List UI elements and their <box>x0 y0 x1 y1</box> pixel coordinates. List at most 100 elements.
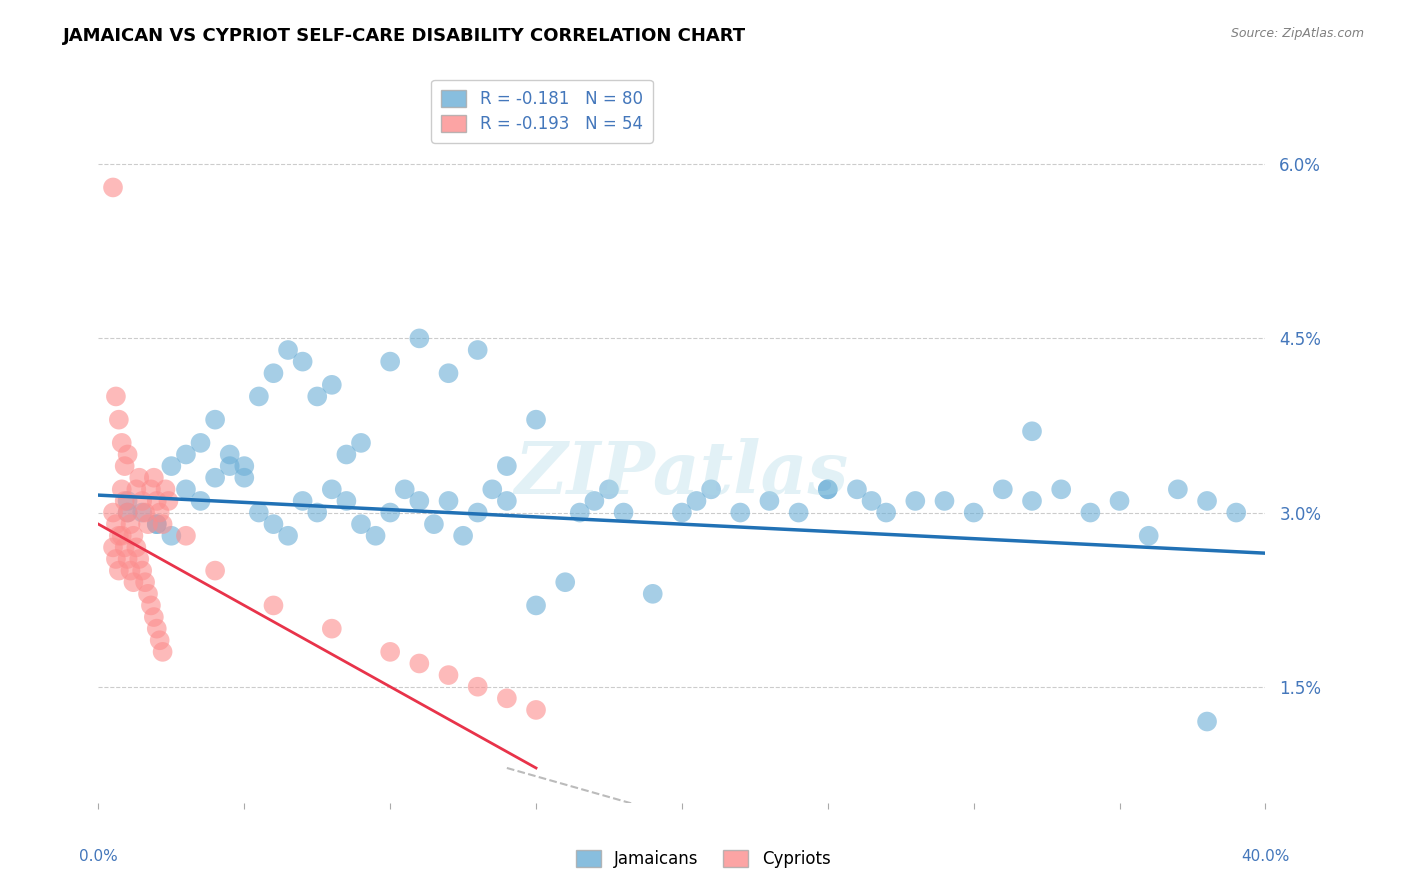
Point <box>845 483 868 497</box>
Point <box>190 494 212 508</box>
Point <box>524 412 547 426</box>
Point <box>554 575 576 590</box>
Point <box>101 541 124 555</box>
Point <box>394 483 416 497</box>
Point <box>860 494 883 508</box>
Point <box>817 483 839 497</box>
Point <box>122 529 145 543</box>
Point <box>101 506 124 520</box>
Point <box>321 377 343 392</box>
Point <box>787 506 810 520</box>
Point <box>495 691 517 706</box>
Point <box>125 483 148 497</box>
Point <box>104 389 127 403</box>
Point <box>962 506 984 520</box>
Point <box>378 354 402 368</box>
Point <box>350 436 373 450</box>
Point <box>467 343 489 357</box>
Point <box>108 412 131 426</box>
Point <box>146 622 169 636</box>
Point <box>120 564 142 578</box>
Point <box>152 517 174 532</box>
Point <box>233 471 256 485</box>
Point <box>131 506 153 520</box>
Point <box>408 331 430 345</box>
Point <box>495 459 517 474</box>
Point <box>481 483 503 497</box>
Point <box>598 483 620 497</box>
Point <box>524 599 547 613</box>
Text: JAMAICAN VS CYPRIOT SELF-CARE DISABILITY CORRELATION CHART: JAMAICAN VS CYPRIOT SELF-CARE DISABILITY… <box>63 27 747 45</box>
Point <box>495 494 517 508</box>
Point <box>437 668 460 682</box>
Point <box>152 645 174 659</box>
Point <box>142 610 165 624</box>
Point <box>262 599 284 613</box>
Point <box>136 587 159 601</box>
Point <box>307 389 329 403</box>
Point <box>155 483 177 497</box>
Point <box>134 575 156 590</box>
Point <box>204 412 226 426</box>
Point <box>117 506 139 520</box>
Point <box>467 506 489 520</box>
Point <box>233 459 256 474</box>
Point <box>1050 483 1073 497</box>
Point <box>685 494 707 508</box>
Point <box>758 494 780 508</box>
Point <box>934 494 956 508</box>
Point <box>277 343 299 357</box>
Point <box>218 448 240 462</box>
Point <box>160 459 183 474</box>
Point <box>117 506 139 520</box>
Point <box>204 471 226 485</box>
Point <box>122 575 145 590</box>
Point <box>174 448 197 462</box>
Point <box>104 552 127 566</box>
Point <box>131 564 153 578</box>
Legend: Jamaicans, Cypriots: Jamaicans, Cypriots <box>569 843 837 875</box>
Point <box>291 494 314 508</box>
Point <box>671 506 693 520</box>
Point <box>583 494 606 508</box>
Text: ZIPatlas: ZIPatlas <box>515 438 849 509</box>
Point <box>817 483 839 497</box>
Point <box>1108 494 1130 508</box>
Point <box>277 529 299 543</box>
Point <box>139 483 162 497</box>
Point <box>568 506 591 520</box>
Point <box>451 529 474 543</box>
Point <box>875 506 897 520</box>
Point <box>142 471 165 485</box>
Point <box>125 541 148 555</box>
Point <box>335 448 357 462</box>
Point <box>1167 483 1189 497</box>
Point <box>307 506 329 520</box>
Point <box>157 494 180 508</box>
Legend: R = -0.181   N = 80, R = -0.193   N = 54: R = -0.181 N = 80, R = -0.193 N = 54 <box>432 79 652 143</box>
Point <box>149 633 172 648</box>
Point <box>174 483 197 497</box>
Point <box>190 436 212 450</box>
Point <box>378 645 402 659</box>
Point <box>524 703 547 717</box>
Point <box>408 657 430 671</box>
Point <box>364 529 387 543</box>
Point <box>218 459 240 474</box>
Point <box>114 494 136 508</box>
Point <box>262 517 284 532</box>
Point <box>117 448 139 462</box>
Point <box>114 541 136 555</box>
Point <box>321 622 343 636</box>
Point <box>120 517 142 532</box>
Point <box>437 494 460 508</box>
Point <box>1021 424 1043 438</box>
Point <box>117 494 139 508</box>
Point <box>321 483 343 497</box>
Point <box>1225 506 1247 520</box>
Point <box>641 587 664 601</box>
Point <box>437 366 460 380</box>
Point <box>423 517 446 532</box>
Point <box>247 389 270 403</box>
Point <box>139 599 162 613</box>
